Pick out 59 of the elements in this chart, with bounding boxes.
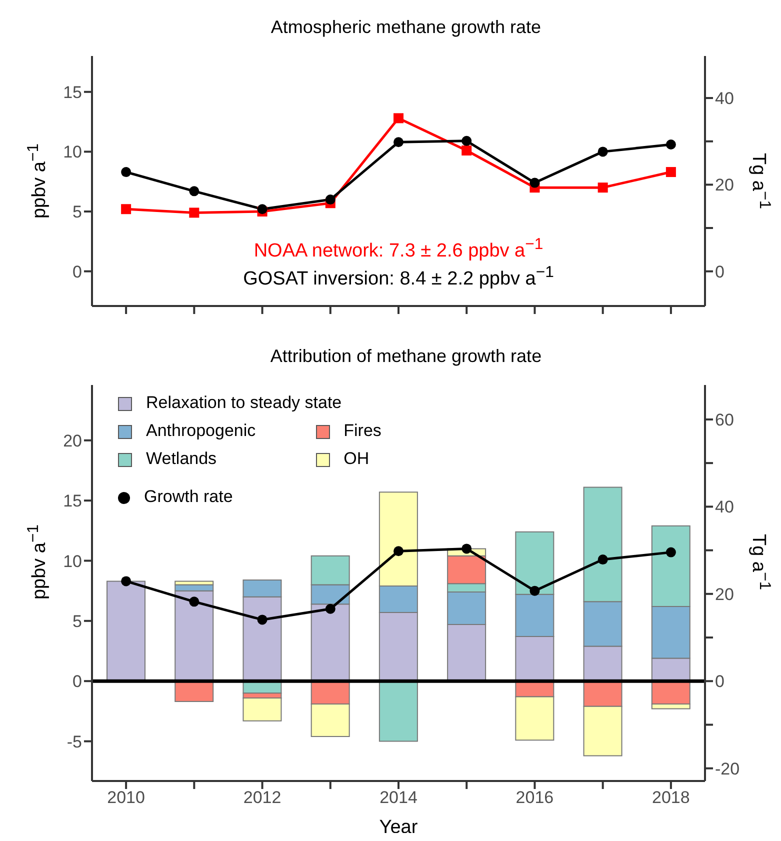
y-tick-label: 5 bbox=[72, 612, 82, 631]
point bbox=[257, 614, 268, 625]
y2-tick-label: 0 bbox=[715, 262, 724, 282]
point bbox=[462, 544, 472, 554]
x-tick-label: 2018 bbox=[652, 788, 690, 808]
y2-tick-label: 40 bbox=[715, 498, 734, 517]
point bbox=[530, 178, 540, 188]
legend-label: Wetlands bbox=[146, 449, 217, 468]
point bbox=[121, 576, 132, 586]
y-tick-label: 10 bbox=[63, 552, 82, 571]
point bbox=[325, 194, 336, 205]
point bbox=[189, 186, 200, 196]
legend-label: OH bbox=[344, 449, 370, 468]
y-tick-label: 20 bbox=[63, 431, 82, 450]
y2-tick-label: -20 bbox=[715, 759, 740, 778]
point bbox=[598, 554, 608, 565]
y-tick-label: 0 bbox=[72, 262, 82, 282]
point bbox=[666, 167, 676, 178]
x-tick-label: 2016 bbox=[516, 788, 554, 808]
y2-tick-label: 0 bbox=[715, 672, 724, 692]
point bbox=[598, 146, 608, 157]
point bbox=[257, 204, 268, 214]
x-tick-label: 2014 bbox=[380, 788, 418, 808]
y-tick-label: -5 bbox=[66, 732, 82, 752]
point bbox=[189, 596, 200, 607]
annotation: NOAA network: 7.3 ± 2.6 ppbv a$^{−1}$ bbox=[252, 236, 544, 262]
y-tick-label: 0 bbox=[72, 672, 82, 692]
point bbox=[462, 146, 472, 156]
point bbox=[189, 208, 200, 218]
point bbox=[121, 204, 132, 214]
point bbox=[666, 547, 676, 558]
point bbox=[462, 136, 472, 146]
point bbox=[530, 586, 540, 596]
point bbox=[394, 137, 404, 148]
point bbox=[394, 113, 404, 124]
y-tick-label: 10 bbox=[63, 142, 82, 162]
y-tick-label: 15 bbox=[63, 82, 82, 102]
bar bbox=[378, 680, 418, 742]
legend-label: Relaxation to steady state bbox=[146, 393, 342, 412]
x-axis-title: Year bbox=[379, 817, 418, 838]
chart-title: Attribution of methane growth rate bbox=[269, 345, 543, 368]
point bbox=[598, 182, 608, 193]
y2-tick-label: 20 bbox=[715, 176, 734, 195]
chart-title: Atmospheric methane growth rate bbox=[270, 16, 542, 39]
y2-tick-label: 20 bbox=[715, 584, 734, 604]
x-tick-label: 2012 bbox=[243, 788, 282, 808]
legend-label: Growth rate bbox=[144, 487, 233, 506]
legend-label: Anthropogenic bbox=[146, 421, 256, 440]
x-tick-label: 2010 bbox=[107, 788, 145, 808]
point bbox=[666, 140, 676, 150]
point bbox=[394, 546, 404, 556]
point bbox=[325, 604, 336, 614]
legend-label: Fires bbox=[344, 421, 382, 440]
annotation: GOSAT inversion: 8.4 ± 2.2 ppbv a$^{−1}$ bbox=[242, 264, 555, 290]
y-tick-label: 15 bbox=[63, 492, 82, 511]
y-tick-label: 5 bbox=[72, 202, 82, 222]
y2-tick-label: 40 bbox=[715, 89, 734, 108]
y2-tick-label: 60 bbox=[715, 410, 734, 430]
point bbox=[121, 167, 132, 178]
